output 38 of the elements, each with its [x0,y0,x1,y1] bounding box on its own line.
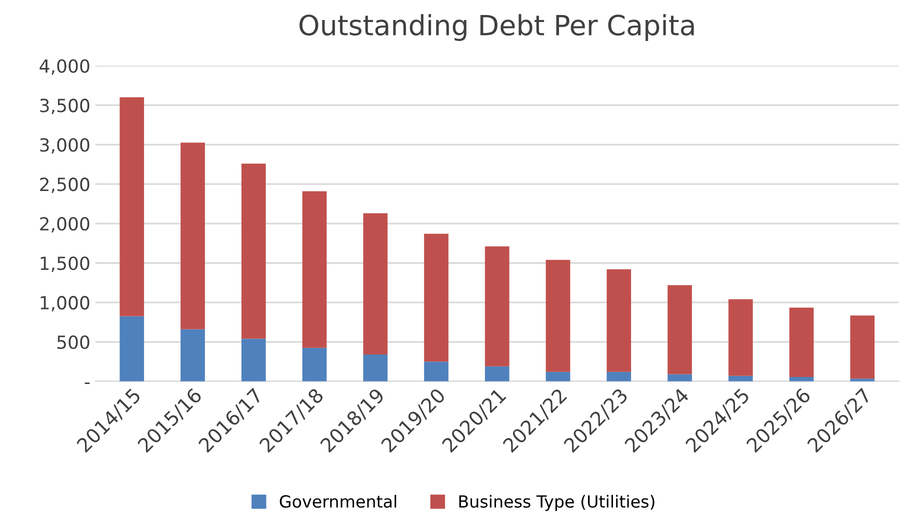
y-tick-label: 2,000 [40,217,90,233]
chart-title: Outstanding Debt Per Capita [300,14,694,41]
legend-label: Governmental [280,494,396,508]
bar [120,316,144,382]
bar [302,191,327,348]
bar [241,338,266,382]
legend-label: Business Type (Utilities) [459,494,654,511]
bar [424,362,448,382]
bar [728,376,753,382]
bar [302,348,327,382]
bar [546,260,570,372]
y-tick-label: 3,000 [40,138,90,154]
bar [850,378,875,382]
bar [180,329,205,382]
bar [668,374,692,382]
bar [120,97,144,316]
bar [789,308,814,378]
bar [180,142,205,330]
bar [484,366,510,382]
y-tick-label: 1,500 [40,256,90,272]
bar [606,269,632,372]
y-tick-label: 1,000 [40,296,90,312]
y-tick-label: 500 [57,335,90,350]
bar [363,354,388,382]
bar [728,299,753,376]
y-tick-label: 3,500 [40,98,90,114]
y-tick-label: 2,500 [40,178,90,194]
bar [424,234,448,362]
bar [363,213,388,355]
bar [789,377,814,382]
bar [850,315,875,379]
bar [241,164,266,339]
bar [546,372,570,382]
bar [484,246,510,366]
y-tick-label: - [84,382,90,384]
bar [668,285,692,374]
bar [606,372,632,382]
y-tick-label: 4,000 [40,59,90,75]
